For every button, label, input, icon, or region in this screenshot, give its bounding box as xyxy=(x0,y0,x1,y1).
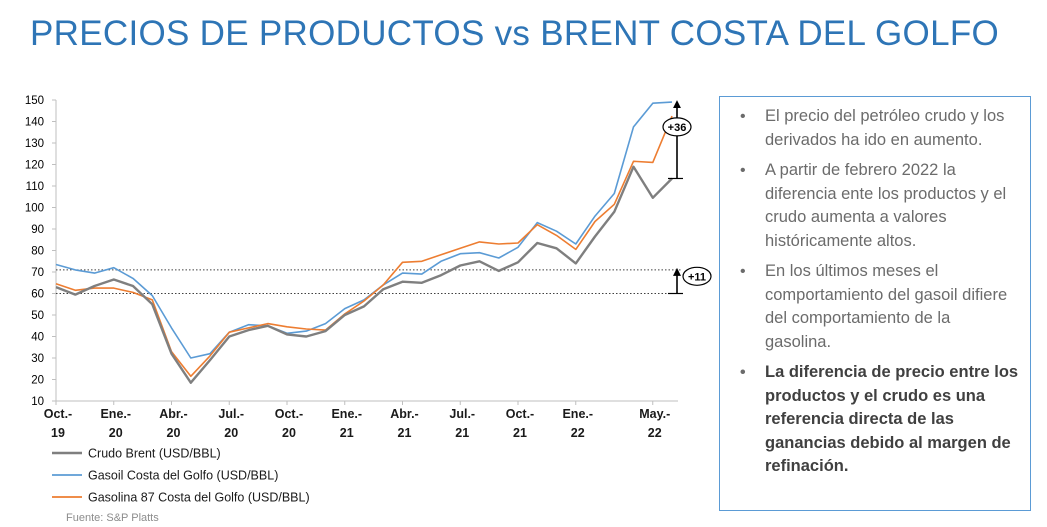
x-tick-label-line2: 20 xyxy=(224,426,238,440)
y-tick-label: 110 xyxy=(26,181,44,193)
x-tick-label-line2: 20 xyxy=(282,426,296,440)
reference-lines xyxy=(56,269,682,294)
x-tick-label-line2: 22 xyxy=(648,426,662,440)
x-tick-label-line1: Oct.- xyxy=(506,407,534,421)
x-tick-label-line1: Oct.- xyxy=(44,407,72,421)
y-tick-label: 50 xyxy=(31,310,44,322)
chart-series xyxy=(55,101,673,384)
x-tick-label-line1: Oct.- xyxy=(275,407,303,421)
series-line-gasolina xyxy=(55,115,673,378)
page-title: PRECIOS DE PRODUCTOS vs BRENT COSTA DEL … xyxy=(30,14,1000,53)
x-tick-label-line2: 22 xyxy=(571,426,585,440)
series-line-gasoil xyxy=(55,101,673,359)
annotation-badge xyxy=(682,266,712,286)
legend-label-brent: Crudo Brent (USD/BBL) xyxy=(88,447,221,461)
notes-box: El precio del petróleo crudo y los deriv… xyxy=(719,96,1031,511)
source-note: Fuente: S&P Platts xyxy=(66,512,159,524)
x-tick-label-line1: Jul.- xyxy=(218,407,244,421)
y-tick-label: 150 xyxy=(25,95,44,107)
legend-label-gasoil: Gasoil Costa del Golfo (USD/BBL) xyxy=(88,469,278,483)
x-tick-label-line1: Ene.- xyxy=(562,407,593,421)
x-tick-label-line1: Ene.- xyxy=(331,407,362,421)
y-tick-label: 90 xyxy=(31,224,44,236)
price-line-chart: 10 20 30 40 50 60 70 80 90 100 110 120 130 140 150 Oct.… xyxy=(25,95,712,505)
note-bullet: La diferencia de precio entre los produc… xyxy=(738,361,1020,479)
x-tick-label-line2: 19 xyxy=(51,426,65,440)
chart-legend: Crudo Brent (USD/BBL) Gasoil Costa del Go… xyxy=(52,447,310,505)
x-tick-label-line2: 21 xyxy=(513,426,527,440)
y-tick-label: 120 xyxy=(25,160,44,172)
x-tick-label-line2: 21 xyxy=(340,426,354,440)
y-tick-label: 80 xyxy=(31,246,44,258)
annotation-label: +36 xyxy=(668,122,687,134)
x-tick-label-line2: 21 xyxy=(455,426,469,440)
chart-axes: 10 20 30 40 50 60 70 80 90 100 110 120 130 140 150 Oct.… xyxy=(25,95,678,440)
y-tick-label: 40 xyxy=(31,332,44,344)
x-tick-label-line1: May.- xyxy=(639,407,670,421)
annotation-label: +11 xyxy=(688,271,706,283)
x-tick-label-line2: 21 xyxy=(398,426,412,440)
notes-list: El precio del petróleo crudo y los deriv… xyxy=(738,105,1020,479)
y-tick-label: 140 xyxy=(25,117,44,129)
y-tick-label: 100 xyxy=(25,203,44,215)
note-bullet: El precio del petróleo crudo y los deriv… xyxy=(738,105,1020,152)
gap-annotations: +36 +11 xyxy=(662,100,712,295)
note-bullet: En los últimos meses el comportamiento d… xyxy=(738,260,1020,354)
annotation-badge xyxy=(662,117,692,137)
note-bullet: A partir de febrero 2022 la diferencia e… xyxy=(738,159,1020,253)
x-tick-label-line1: Ene.- xyxy=(100,407,131,421)
y-tick-label: 70 xyxy=(31,267,44,279)
x-tick-label-line1: Abr.- xyxy=(159,407,187,421)
x-tick-label-line2: 20 xyxy=(167,426,181,440)
x-tick-label-line2: 20 xyxy=(109,426,123,440)
y-tick-label: 20 xyxy=(31,375,44,387)
y-tick-label: 30 xyxy=(31,353,44,365)
y-tick-label: 10 xyxy=(31,396,44,408)
legend-label-gasolina: Gasolina 87 Costa del Golfo (USD/BBL) xyxy=(88,491,310,505)
y-tick-label: 130 xyxy=(25,138,44,150)
y-tick-label: 60 xyxy=(31,289,44,301)
x-tick-label-line1: Jul.- xyxy=(449,407,475,421)
x-tick-label-line1: Abr.- xyxy=(390,407,418,421)
series-line-brent xyxy=(55,165,673,384)
